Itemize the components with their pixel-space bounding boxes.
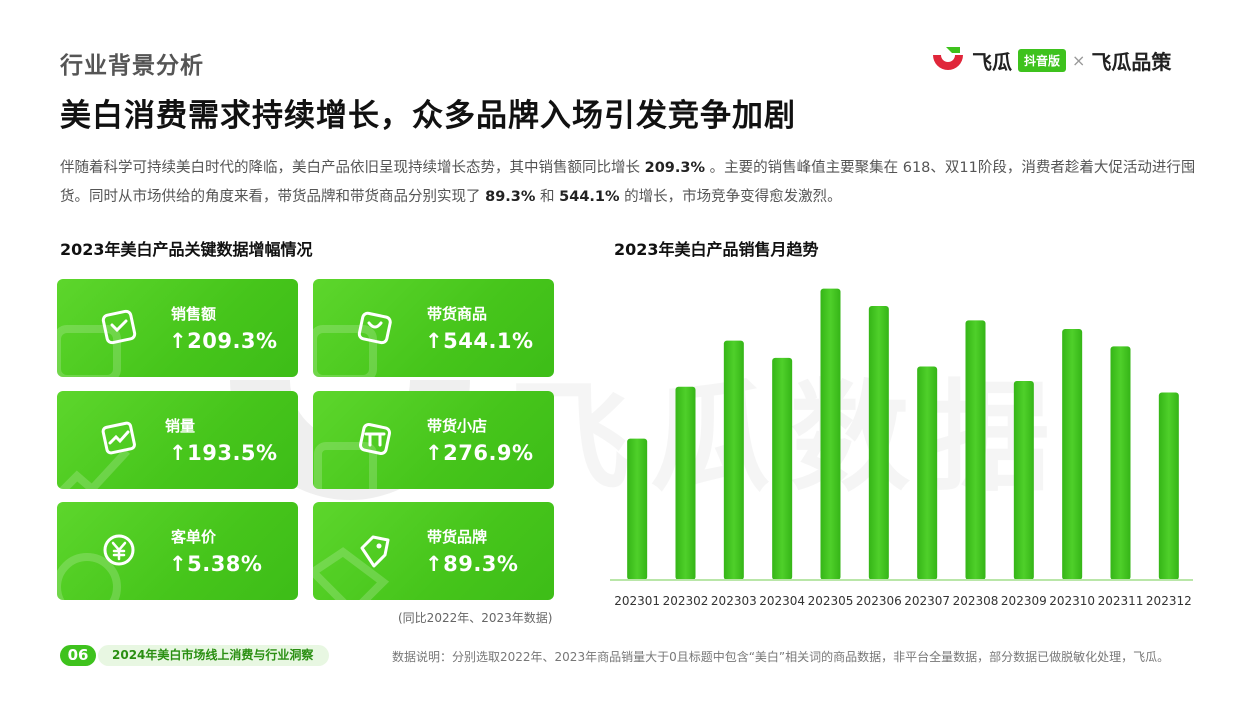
bar-202303 — [723, 340, 744, 580]
kpi-value: ↑193.5% — [169, 441, 278, 465]
bar-202304 — [772, 357, 793, 580]
kpi-card-brands: 带货品牌 ↑89.3% — [313, 502, 554, 600]
kpi-label: 销量 — [165, 417, 196, 435]
intro-text-1: 伴随着科学可持续美白时代的降临，美白产品依旧呈现持续增长态势，其中销售额同比增长 — [60, 160, 645, 176]
bar-202311 — [1110, 346, 1131, 580]
kpi-value: ↑544.1% — [425, 329, 534, 353]
x-tick-label: 202303 — [711, 594, 757, 608]
up-arrow-icon: ↑ — [169, 441, 188, 465]
kpi-value-number: 193.5% — [187, 441, 278, 465]
x-tick-label: 202306 — [856, 594, 902, 608]
intro-text-4: 的增长，市场竞争变得愈发激烈。 — [619, 189, 842, 205]
card-ghost-icon — [57, 325, 121, 377]
x-tick-label: 202309 — [1001, 594, 1047, 608]
kpi-value: ↑89.3% — [425, 552, 518, 576]
x-tick-label: 202310 — [1049, 594, 1095, 608]
logo-badge: 抖音版 — [1018, 48, 1067, 72]
intro-paragraph: 伴随着科学可持续美白时代的降临，美白产品依旧呈现持续增长态势，其中销售额同比增长… — [60, 154, 1200, 212]
logo-separator: × — [1072, 50, 1086, 70]
card-ghost-icon — [313, 547, 390, 600]
yuan-coin-icon — [103, 534, 135, 566]
x-tick-label: 202308 — [953, 594, 999, 608]
feigua-logo-icon — [933, 47, 963, 70]
bar-202307 — [917, 366, 938, 580]
x-tick-label: 202302 — [663, 594, 709, 608]
page-headline: 美白消费需求持续增长，众多品牌入场引发竞争加剧 — [60, 98, 796, 134]
card-ghost-icon — [314, 442, 377, 489]
x-tick-label: 202312 — [1146, 594, 1192, 608]
bar-202312 — [1158, 392, 1179, 580]
intro-text-2: 。主要的销售峰值主要聚集在 618、双11阶段，消费者趁着大促活动进行囤货。同时… — [60, 160, 1196, 205]
kpi-label: 带货商品 — [427, 305, 488, 323]
intro-value-sales: 209.3% — [644, 160, 706, 176]
kpi-value-number: 209.3% — [187, 329, 278, 353]
trend-chart-icon — [101, 421, 136, 455]
up-arrow-icon: ↑ — [425, 552, 444, 576]
report-title-pill: 2024年美白市场线上消费与行业洞察 — [98, 645, 330, 666]
kpi-card-volume: 销量 ↑193.5% — [57, 391, 298, 489]
up-arrow-icon: ↑ — [169, 552, 188, 576]
up-arrow-icon: ↑ — [169, 329, 188, 353]
bar-202309 — [1013, 380, 1034, 580]
page-number: 06 — [60, 645, 96, 666]
x-tick-label: 202305 — [808, 594, 854, 608]
tag-icon — [360, 535, 390, 568]
logo-brand-text: 飞瓜 — [972, 49, 1012, 74]
shopping-bag-icon — [357, 311, 392, 345]
kpi-card-stores: 带货小店 ↑276.9% — [313, 391, 554, 489]
kpi-value: ↑276.9% — [425, 441, 534, 465]
up-arrow-icon: ↑ — [425, 441, 444, 465]
kpi-value-number: 89.3% — [443, 552, 519, 576]
x-tick-label: 202304 — [759, 594, 805, 608]
intro-value-products: 544.1% — [559, 189, 620, 205]
kpi-card-products: 带货商品 ↑544.1% — [313, 279, 554, 377]
kpi-label: 客单价 — [171, 528, 217, 546]
chart-panel-title: 2023年美白产品销售月趋势 — [614, 240, 819, 259]
intro-text-3: 和 — [535, 189, 560, 205]
x-tick-label: 202307 — [904, 594, 950, 608]
kpi-value-number: 276.9% — [443, 441, 534, 465]
bar-202310 — [1062, 329, 1083, 580]
sales-icon — [101, 309, 137, 345]
kpi-card-unit-price: 客单价 ↑5.38% — [57, 502, 298, 600]
bar-202308 — [965, 320, 986, 580]
store-icon — [359, 423, 391, 455]
bar-202302 — [675, 386, 696, 580]
up-arrow-icon: ↑ — [425, 329, 444, 353]
card-ghost-icon — [57, 553, 121, 600]
kpi-value-number: 5.38% — [187, 552, 263, 576]
data-note: 数据说明：分别选取2022年、2023年商品销量大于0且标题中包含“美白”相关词… — [392, 650, 1170, 664]
monthly-sales-bar-chart: 202301 202302 202303 202304 202305 202306 2023… — [610, 288, 1193, 608]
section-tag: 行业背景分析 — [60, 53, 204, 79]
kpi-card-sales: 销售额 ↑209.3% — [57, 279, 298, 377]
bar-202301 — [627, 438, 648, 580]
card-ghost-icon — [313, 325, 377, 377]
kpi-label: 带货品牌 — [427, 528, 488, 546]
kpi-value: ↑5.38% — [169, 552, 262, 576]
card-ghost-icon — [58, 448, 130, 489]
kpi-footnote: (同比2022年、2023年数据) — [398, 611, 553, 625]
kpi-value: ↑209.3% — [169, 329, 278, 353]
brand-logo: 飞瓜 抖音版 × 飞瓜品策 — [930, 44, 1171, 76]
x-tick-label: 202311 — [1098, 594, 1144, 608]
intro-value-brands: 89.3% — [485, 189, 536, 205]
bar-202306 — [868, 305, 889, 580]
kpi-panel-title: 2023年美白产品关键数据增幅情况 — [60, 240, 313, 259]
x-tick-label: 202301 — [614, 594, 660, 608]
kpi-value-number: 544.1% — [443, 329, 534, 353]
kpi-label: 销售额 — [171, 305, 217, 323]
logo-partner-text: 飞瓜品策 — [1091, 49, 1172, 74]
kpi-label: 带货小店 — [427, 417, 488, 435]
bar-202305 — [820, 288, 841, 580]
